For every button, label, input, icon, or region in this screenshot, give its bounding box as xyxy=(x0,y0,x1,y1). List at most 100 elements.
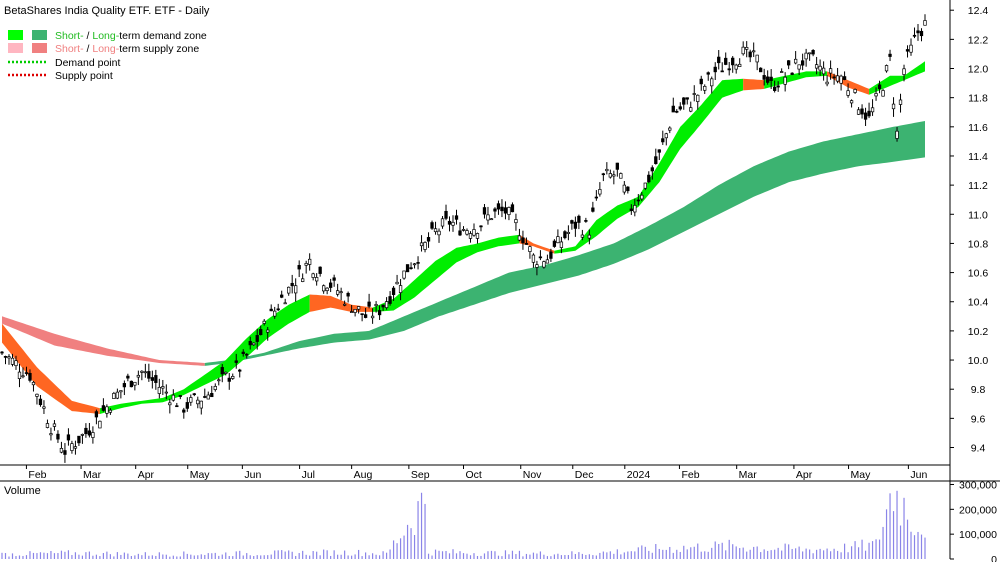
candle-body xyxy=(622,184,626,193)
price-tick-label: 11.2 xyxy=(968,180,988,192)
candle-body xyxy=(335,290,340,295)
candle-body xyxy=(143,371,147,374)
candle-body xyxy=(367,301,371,307)
candle-body xyxy=(912,34,917,37)
time-tick-label: May xyxy=(190,469,211,481)
candle-body xyxy=(59,448,64,453)
time-tick-label: Dec xyxy=(575,469,594,481)
candle-body xyxy=(217,379,221,382)
candle-body xyxy=(31,381,36,386)
candle-body xyxy=(164,391,168,394)
candle-body xyxy=(825,81,829,85)
candle-body xyxy=(821,67,826,75)
price-tick-label: 9.6 xyxy=(971,413,986,425)
short-term-zone-segment xyxy=(2,323,100,414)
candle-body xyxy=(35,393,39,397)
candle-body xyxy=(70,443,74,451)
candle-body xyxy=(811,50,815,55)
price-tick-label: 11.4 xyxy=(968,151,988,163)
candle-body xyxy=(426,237,431,242)
candle-body xyxy=(339,291,343,294)
legend-item-demand-zone: Short- / Long-term demand zone xyxy=(55,30,207,42)
candle-body xyxy=(398,285,403,294)
volume-tick-label: 200,000 xyxy=(959,504,997,516)
candle-body xyxy=(780,71,784,73)
candle-body xyxy=(909,44,913,53)
candle-body xyxy=(63,450,67,455)
candle-body xyxy=(140,370,144,373)
time-tick-label: Apr xyxy=(138,469,155,481)
volume-tick-label: 0 xyxy=(991,554,997,562)
candle-body xyxy=(601,173,605,176)
candle-body xyxy=(856,109,861,115)
candle-body xyxy=(503,207,508,214)
candle-body xyxy=(332,277,336,281)
candle-body xyxy=(87,430,92,436)
candle-body xyxy=(685,97,689,100)
candle-body xyxy=(657,149,661,153)
candle-body xyxy=(626,186,630,192)
candle-body xyxy=(573,221,578,229)
candle-body xyxy=(881,90,885,97)
time-tick-label: Oct xyxy=(466,469,482,481)
candle-body xyxy=(800,60,805,66)
candle-body xyxy=(119,390,123,393)
candle-body xyxy=(328,282,333,288)
candle-body xyxy=(591,207,595,212)
candle-body xyxy=(706,72,710,75)
candle-body xyxy=(682,97,686,105)
candle-body xyxy=(842,76,847,80)
price-tick-label: 10.8 xyxy=(968,238,989,250)
candle-body xyxy=(49,433,53,436)
candle-body xyxy=(661,138,665,143)
candle-body xyxy=(776,85,780,88)
candle-body xyxy=(391,287,396,295)
candle-body xyxy=(315,277,319,282)
legend-swatch-long-supply xyxy=(32,43,47,53)
candle-body xyxy=(489,218,494,221)
candle-body xyxy=(605,168,609,172)
time-tick-label: 2024 xyxy=(627,469,651,481)
price-tick-label: 10.0 xyxy=(968,355,989,367)
legend-item-supply-zone: Short- / Long-term supply zone xyxy=(55,43,199,55)
candle-body xyxy=(395,281,399,285)
candle-body xyxy=(269,308,273,312)
short-term-zone-segment xyxy=(764,71,828,89)
candle-body xyxy=(552,240,557,247)
candle-body xyxy=(84,427,88,435)
candle-body xyxy=(678,106,682,110)
candle-body xyxy=(178,395,182,397)
candle-body xyxy=(769,76,773,81)
candle-body xyxy=(311,273,315,278)
candle-body xyxy=(322,285,326,292)
candle-body xyxy=(440,218,445,227)
candle-body xyxy=(814,64,819,69)
candle-body xyxy=(447,220,452,225)
candle-body xyxy=(584,220,588,222)
candle-body xyxy=(664,133,668,139)
candle-body xyxy=(273,310,277,317)
candle-body xyxy=(318,266,322,274)
candle-body xyxy=(171,394,175,401)
candle-body xyxy=(493,208,497,212)
candle-body xyxy=(636,199,640,202)
candle-body xyxy=(832,76,836,79)
candle-body xyxy=(828,68,833,74)
candle-body xyxy=(514,219,518,224)
candle-body xyxy=(668,127,672,131)
candle-body xyxy=(905,49,910,52)
candle-body xyxy=(731,57,735,66)
candle-body xyxy=(563,231,567,239)
candle-body xyxy=(919,30,924,37)
candle-body xyxy=(797,64,801,70)
candle-body xyxy=(154,375,158,383)
candle-body xyxy=(101,405,106,411)
candle-body xyxy=(689,107,693,112)
candle-body xyxy=(346,292,350,297)
candle-body xyxy=(66,434,71,441)
candle-body xyxy=(587,234,592,239)
candle-body xyxy=(566,231,571,234)
candle-body xyxy=(766,76,770,83)
price-tick-label: 9.4 xyxy=(971,443,986,455)
